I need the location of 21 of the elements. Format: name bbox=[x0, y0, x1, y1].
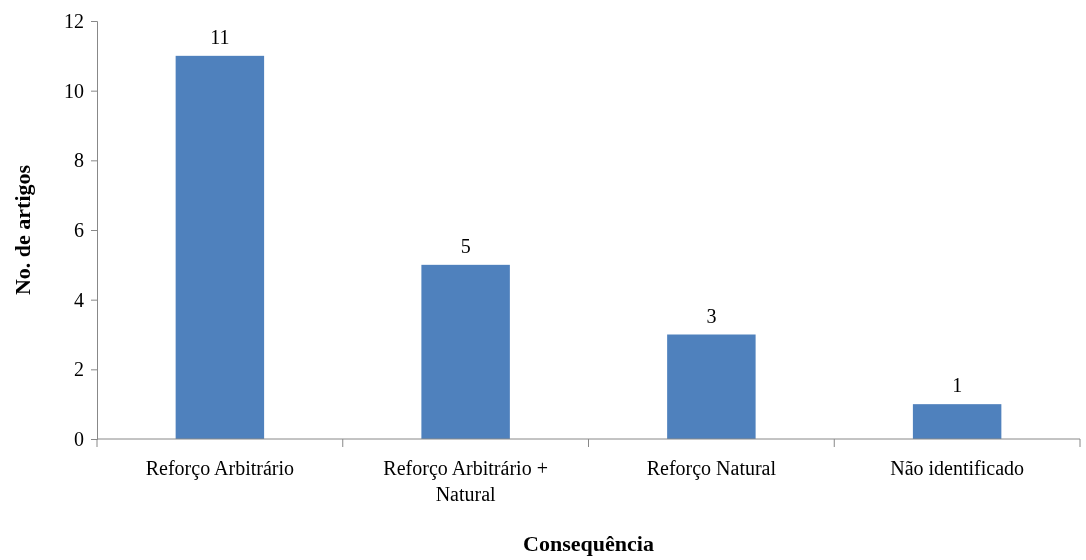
y-tick-label: 4 bbox=[74, 288, 84, 311]
x-axis-title: Consequência bbox=[523, 531, 654, 556]
data-label: 1 bbox=[952, 374, 963, 397]
x-tick-label: Não identificado bbox=[890, 457, 1025, 479]
y-tick-label: 0 bbox=[74, 427, 84, 450]
data-label: 11 bbox=[210, 25, 230, 48]
y-tick-label: 2 bbox=[74, 358, 84, 381]
bar bbox=[175, 55, 265, 439]
data-label: 3 bbox=[706, 304, 717, 327]
bar bbox=[912, 404, 1002, 439]
data-label: 5 bbox=[460, 234, 471, 257]
y-tick-label: 6 bbox=[74, 218, 84, 241]
x-tick-label: Reforço Arbitrário bbox=[145, 457, 295, 480]
bar bbox=[421, 264, 510, 439]
y-axis-title: No. de artigos bbox=[10, 164, 35, 296]
y-tick-label: 10 bbox=[64, 79, 84, 102]
y-tick-label: 12 bbox=[64, 9, 84, 32]
x-tick-label: Reforço Arbitrário + Natural bbox=[383, 457, 548, 505]
y-tick-label: 8 bbox=[74, 149, 84, 172]
x-tick-label: Reforço Natural bbox=[646, 457, 777, 480]
bar bbox=[667, 334, 756, 439]
